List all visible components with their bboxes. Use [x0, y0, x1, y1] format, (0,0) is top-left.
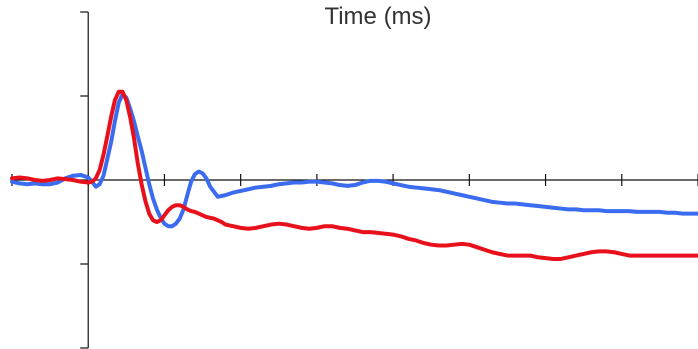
- series-line-2: [10, 89, 698, 261]
- series-group: [10, 89, 698, 261]
- axes: [11, 11, 698, 349]
- series-line-1: [10, 92, 698, 229]
- chart-title: Time (ms): [324, 3, 431, 30]
